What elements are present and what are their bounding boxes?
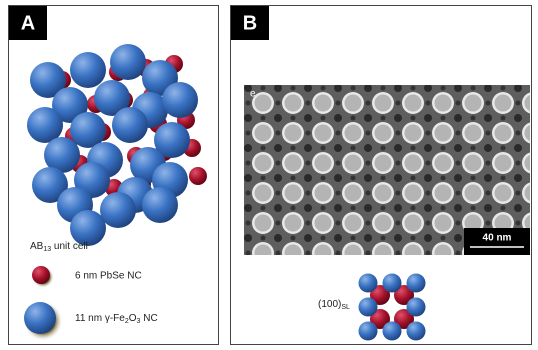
text-part: AB: [30, 241, 44, 252]
text-part: unit cell: [51, 241, 88, 252]
legend-blue-sphere: [24, 302, 56, 334]
legend-red-sphere: [32, 266, 50, 284]
blue-sphere: [110, 44, 146, 80]
blue-sphere: [100, 192, 136, 228]
blue-sphere: [383, 322, 402, 341]
text-part: SL: [341, 304, 350, 311]
blue-sphere: [407, 274, 426, 293]
text-part: 11 nm γ-Fe: [75, 313, 125, 324]
text-part: 13: [43, 246, 51, 253]
legend-text: 11 nm γ-Fe2O3 NC: [75, 313, 158, 325]
blue-sphere: [70, 52, 106, 88]
scale-bar-label: 40 nm: [483, 233, 512, 244]
image-label: e: [250, 89, 256, 100]
blue-sphere: [112, 107, 148, 143]
blue-sphere: [359, 322, 378, 341]
text-part: (100): [318, 299, 341, 310]
blue-sphere: [162, 82, 198, 118]
blue-sphere: [407, 322, 426, 341]
blue-sphere: [383, 274, 402, 293]
blue-sphere: [359, 298, 378, 317]
legend-text: 6 nm PbSe NC: [75, 271, 142, 282]
cell-label: AB13 unit cell: [30, 241, 88, 253]
text-part: NC: [140, 313, 157, 324]
panel-label: A: [21, 12, 35, 34]
red-sphere: [189, 167, 207, 185]
blue-sphere: [142, 187, 178, 223]
panel-label: B: [243, 12, 257, 34]
blue-sphere: [407, 298, 426, 317]
blue-sphere: [359, 274, 378, 293]
figure: A AB13 unit cell 6 nm PbSe NC 11 nm γ-Fe…: [0, 0, 538, 350]
